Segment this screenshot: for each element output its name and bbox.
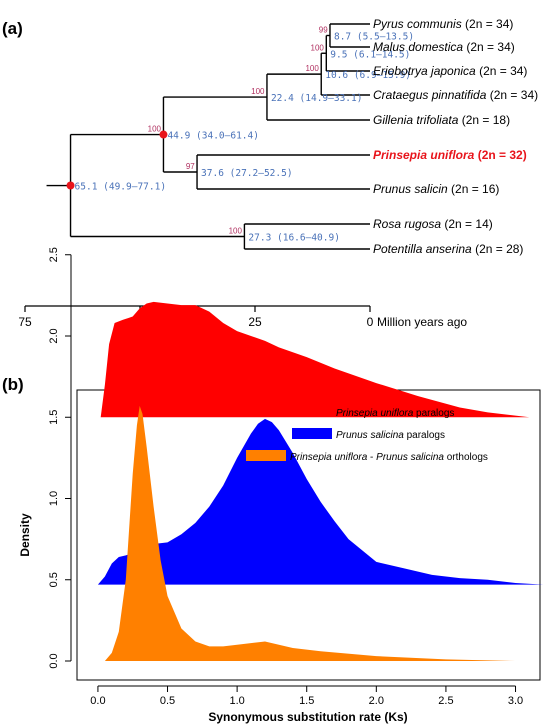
legend-swatch [292, 428, 332, 439]
panel-a-label: (a) [2, 19, 23, 38]
taxon-ploidy: (2n = 34) [463, 40, 515, 54]
taxon-ploidy: (2n = 32) [474, 148, 526, 162]
legend-entry: Prunus salicina paralogs [336, 430, 445, 441]
ks-y-axis-title: Density [18, 513, 32, 557]
density-area-series-1 [100, 301, 530, 418]
legend-suffix: paralogs [413, 408, 454, 419]
ks-x-tick-label: 1.0 [229, 695, 244, 707]
ks-x-tick-label: 2.5 [438, 695, 453, 707]
node-age-label: 37.6 (27.2–52.5) [201, 168, 293, 179]
time-axis-title: Million years ago [377, 315, 467, 329]
ks-y-tick-label: 2.5 [48, 247, 60, 262]
node-age-label: 44.9 (34.0–61.4) [167, 131, 259, 142]
node-support-value: 100 [305, 64, 319, 73]
taxon-ploidy: (2n = 34) [476, 64, 528, 78]
taxon-label: Gillenia trifoliata (2n = 18) [373, 113, 510, 127]
ks-y-tick-label: 0.5 [48, 572, 60, 587]
taxon-ploidy: (2n = 14) [441, 217, 493, 231]
legend-entry: Prinsepia uniflora paralogs [336, 408, 454, 419]
taxon-name: Gillenia trifoliata [373, 113, 459, 127]
taxon-ploidy: (2n = 34) [462, 17, 514, 31]
taxon-name: Pyrus communis [373, 17, 462, 31]
ks-x-tick-label: 3.0 [508, 695, 523, 707]
calibration-point [159, 130, 168, 139]
node-support-value: 100 [251, 87, 265, 96]
calibration-point [66, 181, 75, 190]
node-support-value: 100 [148, 125, 162, 134]
node-age-label: 9.5 (6.1–14.5) [330, 49, 410, 60]
taxon-label: Malus domestica (2n = 34) [373, 40, 515, 54]
node-age-label: 65.1 (49.9–77.1) [75, 182, 167, 193]
ks-y-tick-label: 2.0 [48, 328, 60, 343]
ks-x-tick-label: 2.0 [369, 695, 384, 707]
legend-entry: Prinsepia uniflora - Prunus salicina ort… [290, 452, 488, 463]
density-area-series-2 [97, 418, 544, 585]
ks-y-tick-label: 1.0 [48, 491, 60, 506]
ks-x-axis-title: Synonymous substitution rate (Ks) [208, 710, 407, 724]
taxon-name: Potentilla anserina [373, 242, 472, 256]
density-area-series-3 [104, 405, 530, 661]
taxon-ploidy: (2n = 28) [472, 242, 524, 256]
time-axis: 7550250Million years ago [18, 305, 467, 329]
taxon-ploidy: (2n = 18) [458, 113, 510, 127]
node-support-value: 97 [186, 162, 195, 171]
node-support-value: 99 [319, 26, 328, 35]
taxon-name: Malus domestica [373, 40, 463, 54]
legend-species: Prinsepia uniflora [290, 452, 368, 463]
node-age-label: 27.3 (16.6–40.9) [248, 233, 340, 244]
taxon-name: Crataegus pinnatifida [373, 88, 487, 102]
legend-swatch [292, 406, 332, 417]
legend-separator: - [367, 452, 376, 463]
taxon-name: Eriobotrya japonica [373, 64, 476, 78]
node-support-value: 100 [311, 43, 325, 52]
taxon-label: Crataegus pinnatifida (2n = 34) [373, 88, 538, 102]
taxon-label: Rosa rugosa (2n = 14) [373, 217, 493, 231]
legend-swatch [246, 450, 286, 461]
time-axis-tick-label: 25 [248, 315, 262, 329]
taxon-label: Prinsepia uniflora (2n = 32) [373, 148, 527, 162]
taxon-label: Prunus salicin (2n = 16) [373, 182, 499, 196]
taxon-label: Eriobotrya japonica (2n = 34) [373, 64, 527, 78]
taxon-name: Prinsepia uniflora [373, 148, 475, 162]
taxon-ploidy: (2n = 16) [448, 182, 500, 196]
taxon-name: Rosa rugosa [373, 217, 441, 231]
node-support-value: 100 [229, 227, 243, 236]
legend-suffix: paralogs [404, 430, 445, 441]
legend-species-2: Prunus salicina [376, 452, 444, 463]
time-axis-tick-label: 75 [18, 315, 32, 329]
node-age-label: 8.7 (5.5–13.5) [334, 32, 414, 43]
taxon-name: Prunus salicin [373, 182, 448, 196]
taxon-label: Pyrus communis (2n = 34) [373, 17, 513, 31]
time-axis-tick-label: 0 [367, 315, 374, 329]
legend-species: Prinsepia uniflora [336, 408, 414, 419]
node-age-label: 22.4 (14.9–33.1) [271, 93, 363, 104]
legend-suffix: orthologs [444, 452, 488, 463]
ks-x-tick-label: 0.0 [90, 695, 105, 707]
phylogenetic-tree: 65.1 (49.9–77.1) 44.9 (34.0–61.4) 100 22.4 … [46, 17, 538, 256]
legend-species: Prunus salicina [336, 430, 404, 441]
ks-x-tick-label: 0.5 [160, 695, 175, 707]
ks-x-tick-label: 1.5 [299, 695, 314, 707]
panel-b-label: (b) [2, 375, 24, 394]
taxon-ploidy: (2n = 34) [486, 88, 538, 102]
ks-y-tick-label: 0.0 [48, 653, 60, 668]
ks-density-areas [97, 301, 544, 661]
ks-y-tick-label: 1.5 [48, 410, 60, 425]
taxon-label: Potentilla anserina (2n = 28) [373, 242, 523, 256]
node-age-label: 10.6 (6.9–15.9) [325, 70, 411, 81]
ks-axes: 0.0 0.5 1.0 1.5 2.0 2.5 3.0 0.0 0.5 1.0 1.5 2.0 2.5 [48, 247, 523, 707]
